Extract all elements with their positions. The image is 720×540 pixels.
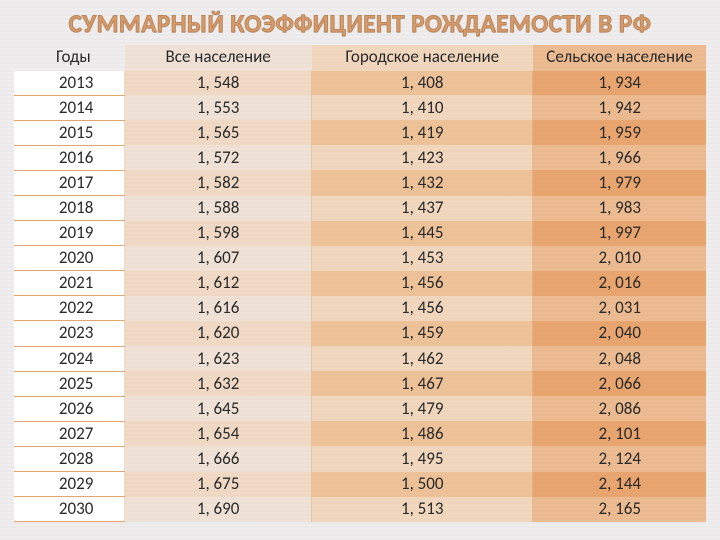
- value-cell: 1, 959: [533, 120, 706, 145]
- year-cell: 2023: [14, 321, 125, 346]
- value-cell: 1, 997: [533, 221, 706, 246]
- value-cell: 2, 144: [533, 472, 706, 497]
- value-cell: 1, 408: [312, 71, 533, 96]
- table-row: 20261, 6451, 4792, 086: [14, 396, 706, 421]
- value-cell: 1, 612: [125, 271, 312, 296]
- value-cell: 2, 165: [533, 497, 706, 522]
- fertility-table: Годы Все население Городское население С…: [14, 45, 706, 522]
- year-cell: 2028: [14, 446, 125, 471]
- table-row: 20251, 6321, 4672, 066: [14, 371, 706, 396]
- value-cell: 1, 588: [125, 196, 312, 221]
- table-row: 20201, 6071, 4532, 010: [14, 246, 706, 271]
- value-cell: 1, 690: [125, 497, 312, 522]
- table-row: 20241, 6231, 4622, 048: [14, 346, 706, 371]
- value-cell: 1, 565: [125, 120, 312, 145]
- value-cell: 1, 598: [125, 221, 312, 246]
- value-cell: 1, 410: [312, 95, 533, 120]
- value-cell: 2, 040: [533, 321, 706, 346]
- table-header-row: Годы Все население Городское население С…: [14, 45, 706, 71]
- value-cell: 1, 983: [533, 196, 706, 221]
- year-cell: 2013: [14, 71, 125, 96]
- slide: СУММАРНЫЙ КОЭФФИЦИЕНТ РОЖДАЕМОСТИ В РФ Г…: [0, 0, 720, 540]
- table-row: 20291, 6751, 5002, 144: [14, 472, 706, 497]
- table-row: 20221, 6161, 4562, 031: [14, 296, 706, 321]
- value-cell: 1, 423: [312, 145, 533, 170]
- value-cell: 2, 010: [533, 246, 706, 271]
- value-cell: 1, 645: [125, 396, 312, 421]
- table-row: 20141, 5531, 4101, 942: [14, 95, 706, 120]
- year-cell: 2019: [14, 221, 125, 246]
- table-row: 20181, 5881, 4371, 983: [14, 196, 706, 221]
- year-cell: 2020: [14, 246, 125, 271]
- year-cell: 2015: [14, 120, 125, 145]
- value-cell: 1, 632: [125, 371, 312, 396]
- page-title: СУММАРНЫЙ КОЭФФИЦИЕНТ РОЖДАЕМОСТИ В РФ: [14, 8, 706, 39]
- value-cell: 1, 456: [312, 271, 533, 296]
- table-row: 20281, 6661, 4952, 124: [14, 446, 706, 471]
- value-cell: 1, 548: [125, 71, 312, 96]
- table-row: 20151, 5651, 4191, 959: [14, 120, 706, 145]
- value-cell: 1, 467: [312, 371, 533, 396]
- value-cell: 1, 553: [125, 95, 312, 120]
- table-row: 20271, 6541, 4862, 101: [14, 421, 706, 446]
- col-header-years: Годы: [14, 45, 125, 71]
- value-cell: 2, 086: [533, 396, 706, 421]
- value-cell: 1, 500: [312, 472, 533, 497]
- year-cell: 2024: [14, 346, 125, 371]
- value-cell: 1, 445: [312, 221, 533, 246]
- value-cell: 1, 419: [312, 120, 533, 145]
- value-cell: 1, 432: [312, 170, 533, 195]
- value-cell: 1, 979: [533, 170, 706, 195]
- value-cell: 1, 582: [125, 170, 312, 195]
- value-cell: 2, 031: [533, 296, 706, 321]
- value-cell: 1, 513: [312, 497, 533, 522]
- year-cell: 2022: [14, 296, 125, 321]
- year-cell: 2025: [14, 371, 125, 396]
- value-cell: 1, 620: [125, 321, 312, 346]
- value-cell: 1, 572: [125, 145, 312, 170]
- value-cell: 1, 453: [312, 246, 533, 271]
- year-cell: 2018: [14, 196, 125, 221]
- value-cell: 1, 942: [533, 95, 706, 120]
- year-cell: 2021: [14, 271, 125, 296]
- value-cell: 2, 048: [533, 346, 706, 371]
- value-cell: 1, 675: [125, 472, 312, 497]
- table-row: 20161, 5721, 4231, 966: [14, 145, 706, 170]
- year-cell: 2017: [14, 170, 125, 195]
- value-cell: 1, 437: [312, 196, 533, 221]
- value-cell: 1, 966: [533, 145, 706, 170]
- year-cell: 2027: [14, 421, 125, 446]
- table-row: 20301, 6901, 5132, 165: [14, 497, 706, 522]
- value-cell: 1, 459: [312, 321, 533, 346]
- value-cell: 1, 616: [125, 296, 312, 321]
- col-header-urban: Городское население: [312, 45, 533, 71]
- table-row: 20211, 6121, 4562, 016: [14, 271, 706, 296]
- table-body: 20131, 5481, 4081, 93420141, 5531, 4101,…: [14, 71, 706, 522]
- value-cell: 1, 934: [533, 71, 706, 96]
- value-cell: 1, 479: [312, 396, 533, 421]
- col-header-total: Все население: [125, 45, 312, 71]
- value-cell: 2, 016: [533, 271, 706, 296]
- table-row: 20191, 5981, 4451, 997: [14, 221, 706, 246]
- year-cell: 2016: [14, 145, 125, 170]
- table-row: 20131, 5481, 4081, 934: [14, 71, 706, 96]
- value-cell: 1, 486: [312, 421, 533, 446]
- value-cell: 1, 623: [125, 346, 312, 371]
- col-header-rural: Сельское население: [533, 45, 706, 71]
- year-cell: 2026: [14, 396, 125, 421]
- value-cell: 1, 666: [125, 446, 312, 471]
- value-cell: 1, 654: [125, 421, 312, 446]
- year-cell: 2029: [14, 472, 125, 497]
- year-cell: 2030: [14, 497, 125, 522]
- value-cell: 2, 101: [533, 421, 706, 446]
- value-cell: 1, 456: [312, 296, 533, 321]
- table-row: 20231, 6201, 4592, 040: [14, 321, 706, 346]
- table-row: 20171, 5821, 4321, 979: [14, 170, 706, 195]
- value-cell: 2, 066: [533, 371, 706, 396]
- value-cell: 2, 124: [533, 446, 706, 471]
- value-cell: 1, 607: [125, 246, 312, 271]
- value-cell: 1, 462: [312, 346, 533, 371]
- value-cell: 1, 495: [312, 446, 533, 471]
- year-cell: 2014: [14, 95, 125, 120]
